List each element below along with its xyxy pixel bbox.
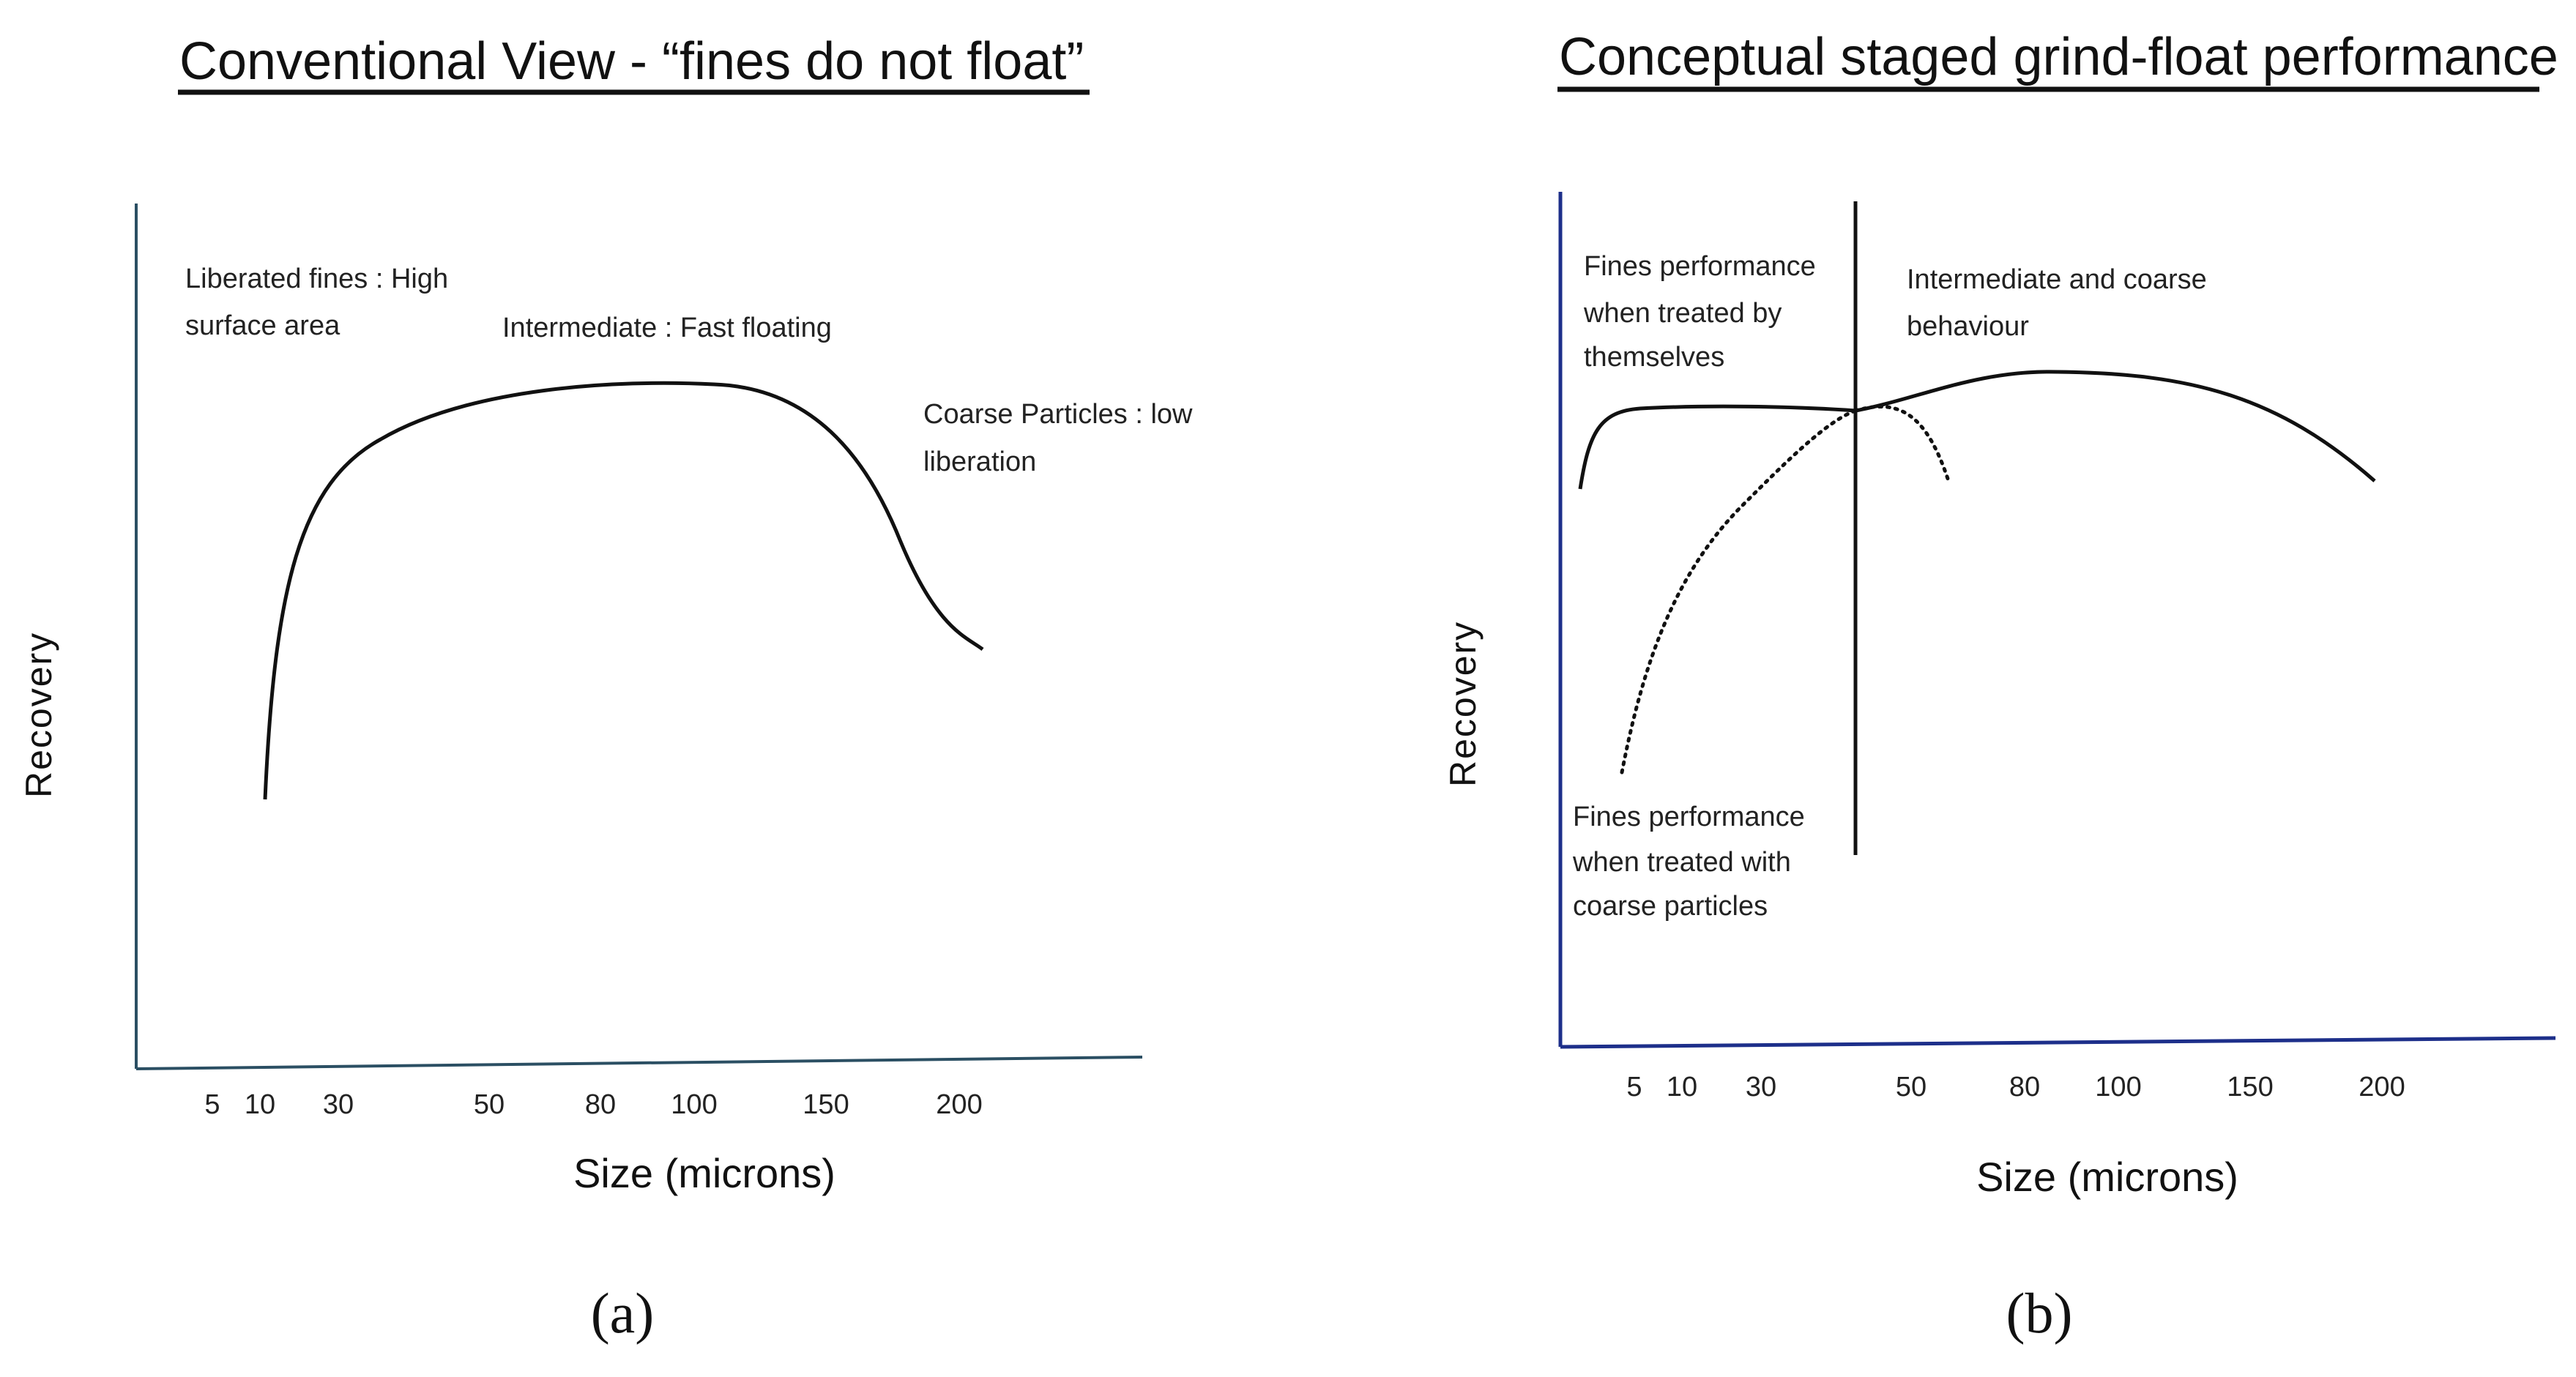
panel-b-tick: 150 bbox=[2227, 1072, 2273, 1102]
panel-b-title: Conceptual staged grind-float performanc… bbox=[1559, 28, 2558, 86]
panel-a-x-label: Size (microns) bbox=[573, 1150, 835, 1196]
panel-a-note-fines: Liberated fines : High surface area bbox=[185, 264, 456, 341]
panel-b-tick: 10 bbox=[1667, 1072, 1697, 1102]
panel-a: Conventional View - “fines do not float”… bbox=[18, 32, 1200, 1345]
panel-b-tick: 200 bbox=[2359, 1072, 2405, 1102]
panel-a-label: (a) bbox=[591, 1281, 655, 1345]
panel-a-note-coarse: Coarse Particles : low liberation bbox=[923, 399, 1200, 477]
panel-a-tick: 5 bbox=[204, 1089, 220, 1120]
panel-b-x-axis bbox=[1560, 1036, 2556, 1049]
panel-a-tick: 200 bbox=[936, 1089, 982, 1120]
panel-a-y-label: Recovery bbox=[18, 632, 59, 798]
panel-a-tick: 80 bbox=[585, 1089, 616, 1120]
panel-b-tick: 30 bbox=[1746, 1072, 1776, 1102]
panel-b-fines-alone-curve bbox=[1578, 404, 1856, 490]
panel-b-tick: 5 bbox=[1626, 1072, 1642, 1102]
panel-b: Conceptual staged grind-float performanc… bbox=[1443, 28, 2558, 1345]
panel-a-x-ticks: 5 10 30 50 80 100 150 200 bbox=[204, 1089, 982, 1120]
panel-b-note-fines-with-coarse: Fines performance when treated with coar… bbox=[1572, 802, 1812, 922]
panel-b-tick: 80 bbox=[2009, 1072, 2040, 1102]
panel-b-x-label: Size (microns) bbox=[1976, 1154, 2238, 1200]
panel-b-x-ticks: 5 10 30 50 80 100 150 200 bbox=[1626, 1072, 2405, 1102]
panel-b-note-fines-alone: Fines performance when treated by themse… bbox=[1583, 251, 1823, 373]
panel-a-tick: 100 bbox=[671, 1089, 717, 1120]
panel-b-coarse-drop-curve bbox=[1853, 405, 1951, 485]
panel-a-recovery-curve bbox=[263, 381, 984, 800]
panel-a-x-axis bbox=[135, 1056, 1143, 1070]
panel-a-title: Conventional View - “fines do not float” bbox=[179, 32, 1084, 91]
panel-b-label: (b) bbox=[2006, 1281, 2073, 1345]
panel-a-tick: 150 bbox=[803, 1089, 849, 1120]
panel-b-tick: 50 bbox=[1896, 1072, 1927, 1102]
panel-b-note-intermediate-coarse: Intermediate and coarse behaviour bbox=[1907, 264, 2214, 342]
panel-a-tick: 30 bbox=[323, 1089, 354, 1120]
panel-b-intermediate-coarse-curve bbox=[1855, 370, 2376, 482]
panel-b-fines-with-coarse-curve bbox=[1620, 408, 1858, 775]
panel-a-note-intermediate: Intermediate : Fast floating bbox=[502, 313, 832, 343]
panel-a-tick: 10 bbox=[245, 1089, 275, 1120]
panel-b-y-label: Recovery bbox=[1443, 621, 1484, 787]
panel-a-tick: 50 bbox=[474, 1089, 505, 1120]
panel-b-tick: 100 bbox=[2095, 1072, 2141, 1102]
